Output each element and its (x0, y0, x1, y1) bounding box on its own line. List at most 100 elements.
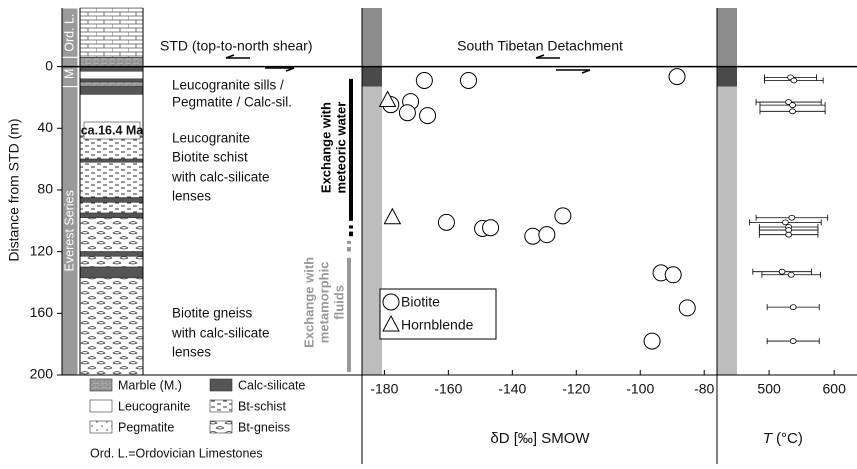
exchange-bar (349, 231, 353, 237)
error-bar (761, 271, 821, 278)
column-layer (79, 266, 144, 279)
column-label: Leucogranite sills / (172, 78, 284, 93)
marker (460, 71, 477, 89)
legend-swatch (89, 399, 113, 413)
y-tick-label: 40 (37, 119, 53, 135)
unit-label: Ord. L. (62, 14, 76, 52)
legend-label: Bt-gneiss (238, 420, 290, 434)
column-label: Biotite schist (172, 150, 248, 165)
y-axis-label: Distance from STD (m) (6, 118, 22, 261)
error-bar (766, 304, 820, 311)
marker (378, 90, 397, 108)
marker (678, 299, 696, 317)
x-tick-label: 600 (823, 381, 847, 397)
marker (437, 213, 455, 231)
std-label: STD (top-to-north shear) (160, 38, 313, 54)
exchange-label: Exchange with (301, 257, 316, 348)
x-axis-label-symbol: T (763, 430, 774, 447)
x-tick-label: -80 (694, 381, 714, 397)
error-point (789, 338, 797, 344)
error-point (778, 268, 786, 275)
marker (554, 207, 572, 225)
x-tick-label: -100 (626, 381, 654, 397)
y-tick-label: 160 (30, 304, 54, 320)
marker (382, 293, 400, 311)
column-layer (79, 135, 144, 160)
marker (643, 332, 661, 350)
strip (717, 66, 737, 87)
legend-label: Leucogranite (118, 399, 190, 413)
marker (482, 219, 500, 237)
strip (717, 8, 737, 67)
marker (383, 207, 402, 225)
x-axis-label: δD [‰] SMOW (490, 430, 590, 447)
error-point (781, 219, 789, 226)
column-layer (79, 212, 144, 219)
error-bar (766, 338, 820, 345)
marker (419, 107, 437, 125)
legend-swatch (209, 378, 233, 392)
marker (524, 227, 542, 245)
column-label: with calc-silicate (171, 170, 270, 185)
column-layer (79, 161, 144, 198)
x-tick-label: -160 (434, 381, 462, 397)
error-bar (755, 214, 829, 221)
exchange-label: meteoric water (333, 102, 348, 194)
column-label: Pegmatite / Calc-sil. (172, 95, 292, 110)
column-layer (79, 78, 144, 83)
legend-box (379, 288, 497, 340)
column-layer (79, 86, 144, 95)
column-layer (79, 158, 144, 163)
marker (664, 266, 682, 284)
column-label: Biotite gneiss (172, 306, 253, 321)
age-box (83, 121, 141, 140)
exchange-label: metamorphic (316, 262, 331, 344)
error-point (789, 102, 796, 109)
strip (717, 86, 737, 376)
marker (415, 71, 433, 89)
column-layer (79, 277, 144, 376)
marker (398, 104, 416, 122)
shear-arrows (225, 54, 591, 74)
column-layer (79, 7, 144, 58)
column-layer (79, 81, 144, 87)
strip (362, 8, 382, 67)
error-bar (758, 231, 819, 238)
error-point (787, 271, 795, 278)
exchange-bar (349, 225, 353, 229)
strip (362, 66, 382, 87)
column-label: lenses (172, 189, 211, 204)
x-tick-label: -180 (370, 381, 398, 397)
legend-label: Hornblende (401, 317, 474, 333)
error-bar (752, 268, 812, 275)
error-point (789, 304, 797, 311)
y-tick-label: 80 (37, 181, 53, 197)
marker (668, 68, 686, 86)
age-label: ca.16.4 Ma (81, 123, 145, 137)
exchange-bar (347, 247, 351, 252)
error-bar (764, 77, 824, 84)
legend-label: Marble (M.) (118, 378, 182, 392)
exchange-label: fluids (331, 285, 346, 320)
error-bar (759, 108, 826, 115)
annotation: South Tibetan Detachment (457, 38, 623, 54)
legend-label: Biotite (401, 294, 440, 310)
error-point (788, 214, 796, 221)
column-label: Leucogranite (172, 131, 250, 146)
column-layer (79, 197, 144, 203)
legend: Biotite Hornblende (379, 288, 497, 340)
legend-swatch (209, 399, 233, 413)
unit-label: M. (62, 65, 76, 79)
error-point (789, 108, 796, 115)
error-bar (755, 99, 822, 106)
exchange-label: Exchange with (318, 102, 333, 193)
exchange-bar (347, 257, 351, 372)
marker (538, 226, 556, 244)
legend-label: Pegmatite (118, 420, 174, 434)
x-axis-label-unit: (°C) (776, 430, 803, 447)
error-point (785, 231, 793, 238)
unit-label: Everest Series (62, 190, 76, 271)
x-tick-label: -120 (562, 381, 590, 397)
legend-label: Calc-silicate (238, 378, 305, 392)
column-layer (79, 70, 144, 80)
